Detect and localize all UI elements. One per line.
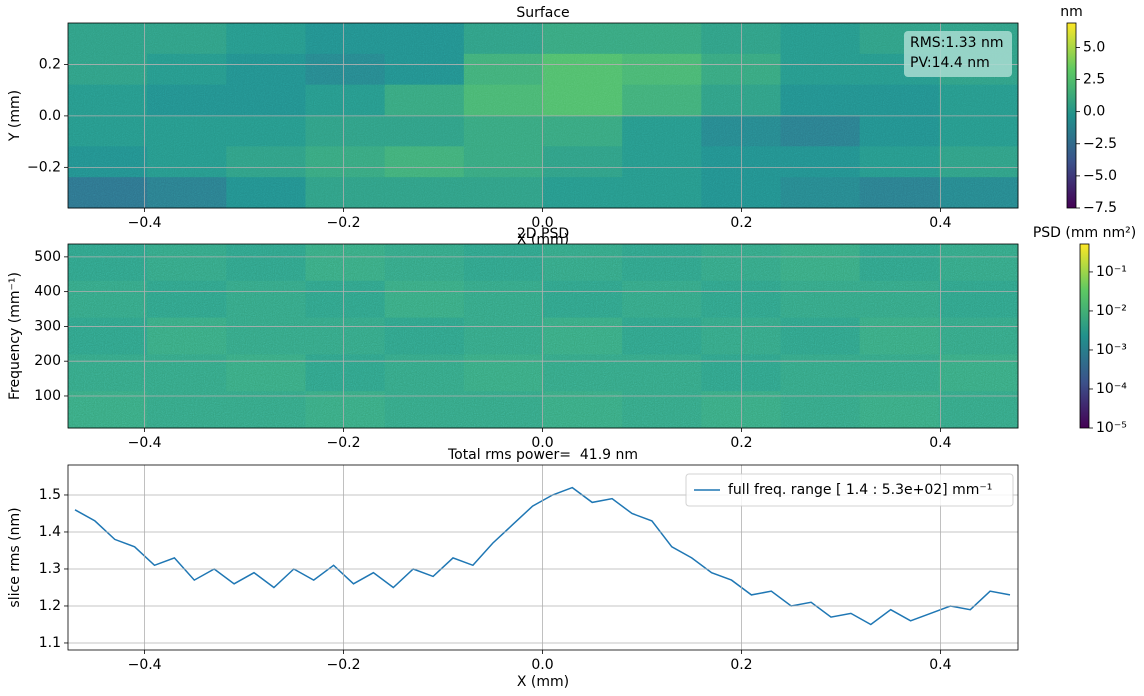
y-tick-label: 1.1 (39, 635, 61, 651)
y-tick-label: 1.5 (39, 487, 61, 503)
colorbar-label: nm (1060, 4, 1083, 20)
x-tick-label: 0.4 (929, 657, 951, 673)
subplot: −7.5 −5.0 −2.5 0.0 2.5 5.0 nm −0.4 −0.2 0.0 0.2 0.4… (7, 4, 1117, 248)
x-tick-label: −0.4 (128, 657, 162, 673)
axes-frame (67, 464, 1019, 651)
y-tick-label: 0.0 (39, 108, 61, 124)
y-tick-label: 1.3 (39, 561, 61, 577)
legend-box (685, 473, 1014, 507)
subplot: 10⁻⁵ 10⁻⁴ 10⁻³ 10⁻² 10⁻¹ PSD (mm nm²) −0.4 −0.2… (7, 225, 1136, 451)
colorbar-label: PSD (mm nm²) (1033, 225, 1136, 241)
y-axis-label: slice rms (nm) (7, 507, 23, 607)
subplot: −0.4 −0.2 0.0 0.2 0.4 1.1 1.2 1.3 1.4 1.5 Total rm… (7, 447, 1019, 690)
colorbar-tick-label: −7.5 (1083, 200, 1117, 216)
colorbar-tick-label: −5.0 (1083, 168, 1117, 184)
x-tick-label: 0.2 (730, 657, 752, 673)
colorbar-tick-label: 0.0 (1083, 104, 1105, 120)
colorbar-tick-label: 10⁻¹ (1096, 264, 1127, 280)
colorbar (1066, 22, 1077, 209)
x-axis-label: X (mm) (517, 674, 569, 690)
colorbar (1079, 243, 1090, 429)
y-tick-label: 400 (34, 284, 61, 300)
colorbar-tick-label: 10⁻³ (1096, 342, 1127, 358)
colorbar-tick-label: 5.0 (1083, 39, 1105, 55)
y-tick-label: 300 (34, 318, 61, 334)
annotation: RMS:1.33 nm (910, 35, 1004, 51)
x-tick-label: 0.4 (929, 215, 951, 231)
colorbar-tick-label: 10⁻⁴ (1096, 381, 1127, 397)
annotation-box (904, 31, 1012, 77)
chart-title: Total rms power= 41.9 nm (447, 447, 638, 463)
x-tick-label: −0.2 (327, 435, 361, 451)
y-tick-label: −0.2 (27, 159, 61, 175)
y-tick-label: 100 (34, 388, 61, 404)
x-tick-label: −0.2 (327, 657, 361, 673)
x-tick-label: −0.4 (128, 435, 162, 451)
x-tick-label: 0.0 (531, 215, 553, 231)
y-axis-label: Frequency (mm⁻¹) (7, 272, 23, 400)
y-tick-label: 500 (34, 249, 61, 265)
y-tick-label: 1.4 (39, 524, 61, 540)
y-axis-label: Y (mm) (7, 90, 23, 142)
chart-title: Surface (516, 5, 569, 21)
x-tick-label: 0.2 (730, 215, 752, 231)
colorbar-tick-label: 2.5 (1083, 72, 1105, 88)
x-tick-label: −0.4 (128, 215, 162, 231)
x-tick-label: 0.2 (730, 435, 752, 451)
x-tick-label: 0.0 (531, 435, 553, 451)
x-tick-label: 0.4 (929, 435, 951, 451)
colorbar-tick-label: 10⁻⁵ (1096, 420, 1127, 436)
x-tick-label: −0.2 (327, 215, 361, 231)
axes-frame (67, 22, 1019, 209)
texture (68, 244, 1018, 428)
y-tick-label: 0.2 (39, 56, 61, 72)
x-tick-label: 0.0 (531, 657, 553, 673)
y-tick-label: 1.2 (39, 598, 61, 614)
y-tick-label: 200 (34, 353, 61, 369)
legend-label: full freq. range [ 1.4 : 5.3e+02] mm⁻¹ (728, 482, 992, 498)
annotation: PV:14.4 nm (910, 55, 990, 71)
chart-title: 2D PSD (517, 226, 569, 242)
colorbar-tick-label: −2.5 (1083, 136, 1117, 152)
axes-frame (67, 243, 1019, 429)
colorbar-tick-label: 10⁻² (1096, 303, 1127, 319)
